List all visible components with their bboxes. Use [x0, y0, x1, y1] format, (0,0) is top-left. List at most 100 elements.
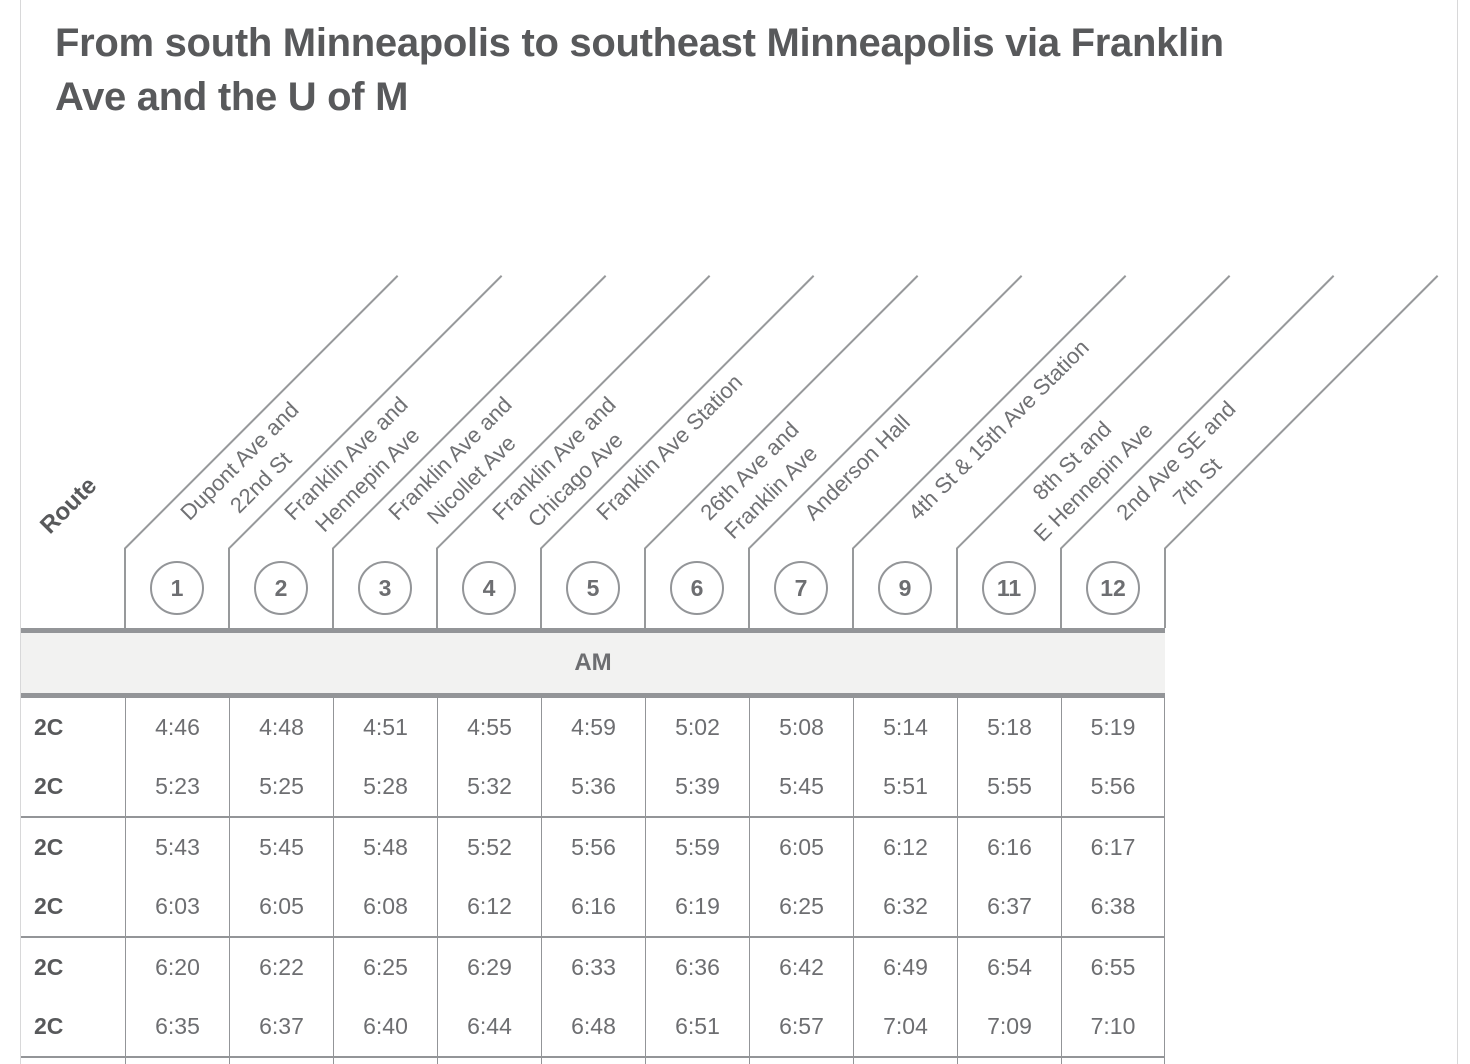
time-cell: 5:25 [229, 757, 333, 816]
stop-number-badge: 11 [982, 561, 1036, 615]
time-cell: 6:49 [853, 938, 957, 997]
trip-row: 2C 6:03 6:05 6:08 6:12 6:16 6:19 6:25 6:32 6:37 6:… [21, 877, 1165, 936]
time-cell: 6:48 [541, 997, 645, 1056]
route-cell: 2C [34, 893, 64, 919]
time-cell [229, 1058, 333, 1064]
time-cell: 6:38 [1061, 877, 1165, 936]
time-cell: 4:55 [437, 698, 541, 757]
time-cell: 6:51 [645, 997, 749, 1056]
trip-group: 2C 5:43 5:45 5:48 5:52 5:56 5:59 6:05 6:12 6:16 6:… [21, 818, 1165, 938]
trip-group: 2C 6:20 6:22 6:25 6:29 6:33 6:36 6:42 6:49 6:54 6:… [21, 938, 1165, 1058]
schedule-body: 2C 4:46 4:48 4:51 4:55 4:59 5:02 5:08 5:14 5:18 5:… [21, 698, 1165, 1064]
time-cell: 6:36 [645, 938, 749, 997]
stop-number-badge: 5 [566, 561, 620, 615]
time-cell: 6:05 [749, 818, 853, 877]
route-column-header: Route [35, 472, 103, 540]
time-cell: 6:55 [1061, 938, 1165, 997]
stop-number-badge: 4 [462, 561, 516, 615]
time-cell: 4:59 [541, 698, 645, 757]
time-cell: 5:56 [1061, 757, 1165, 816]
period-label: AM [574, 649, 612, 676]
time-cell: 5:36 [541, 757, 645, 816]
period-divider-bar [21, 693, 1165, 698]
page-title: From south Minneapolis to southeast Minn… [55, 16, 1224, 124]
time-cell: 6:05 [229, 877, 333, 936]
time-cell [749, 1058, 853, 1064]
time-cell: 6:37 [229, 997, 333, 1056]
time-cell [957, 1058, 1061, 1064]
time-cell: 6:16 [541, 877, 645, 936]
trip-row: 2C 6:35 6:37 6:40 6:44 6:48 6:51 6:57 7:04 7:09 7:… [21, 997, 1165, 1056]
time-cell: 6:33 [541, 938, 645, 997]
time-cell: 6:12 [437, 877, 541, 936]
time-cell: 5:45 [229, 818, 333, 877]
stop-diagonal-line [748, 275, 1023, 550]
time-cell [1061, 1058, 1165, 1064]
time-cell: 5:28 [333, 757, 437, 816]
time-cell [645, 1058, 749, 1064]
time-cell: 5:55 [957, 757, 1061, 816]
stop-column-edge-line [332, 548, 334, 628]
time-cell: 5:43 [125, 818, 229, 877]
route-cell: 2C [34, 1013, 64, 1039]
time-cell: 6:32 [853, 877, 957, 936]
route-cell [21, 1058, 125, 1064]
schedule-card: From south Minneapolis to southeast Minn… [20, 0, 1458, 1064]
time-cell: 6:20 [125, 938, 229, 997]
time-cell: 6:42 [749, 938, 853, 997]
time-cell: 6:40 [333, 997, 437, 1056]
time-cell: 6:29 [437, 938, 541, 997]
stop-column-edge-line [1060, 548, 1062, 628]
trip-row: 2C 5:23 5:25 5:28 5:32 5:36 5:39 5:45 5:51 5:55 5:… [21, 757, 1165, 816]
time-cell: 6:35 [125, 997, 229, 1056]
trip-row [21, 1058, 1165, 1064]
time-cell [437, 1058, 541, 1064]
time-cell: 6:17 [1061, 818, 1165, 877]
stop-column-edge-line [748, 548, 750, 628]
stop-column-edge-line [436, 548, 438, 628]
stop-number-badge: 12 [1086, 561, 1140, 615]
time-cell: 7:09 [957, 997, 1061, 1056]
trip-row: 2C 6:20 6:22 6:25 6:29 6:33 6:36 6:42 6:49 6:54 6:… [21, 938, 1165, 997]
time-cell: 7:04 [853, 997, 957, 1056]
stop-number-badge: 7 [774, 561, 828, 615]
time-cell [541, 1058, 645, 1064]
time-cell: 6:37 [957, 877, 1061, 936]
stop-column-edge-line [852, 548, 854, 628]
stop-name-label: 26th Ave and Franklin Ave [694, 415, 827, 548]
stop-column-edge-line [540, 548, 542, 628]
stop-column-edge-line [1164, 548, 1166, 628]
time-cell: 5:32 [437, 757, 541, 816]
route-cell: 2C [34, 954, 64, 980]
time-cell: 5:08 [749, 698, 853, 757]
time-cell: 5:14 [853, 698, 957, 757]
time-cell [125, 1058, 229, 1064]
time-cell: 5:45 [749, 757, 853, 816]
time-cell: 5:52 [437, 818, 541, 877]
stop-number-badge: 1 [150, 561, 204, 615]
stop-column-edge-line [124, 548, 126, 628]
time-cell: 6:57 [749, 997, 853, 1056]
am-period-band: AM [21, 633, 1165, 693]
time-cell: 5:39 [645, 757, 749, 816]
time-cell: 5:51 [853, 757, 957, 816]
time-cell: 6:19 [645, 877, 749, 936]
time-cell: 6:25 [333, 938, 437, 997]
time-cell: 4:46 [125, 698, 229, 757]
trip-group-partial [21, 1058, 1165, 1064]
route-cell: 2C [34, 773, 64, 799]
trip-row: 2C 5:43 5:45 5:48 5:52 5:56 5:59 6:05 6:12 6:16 6:… [21, 818, 1165, 877]
stop-column-edge-line [644, 548, 646, 628]
time-cell: 4:51 [333, 698, 437, 757]
time-cell: 5:23 [125, 757, 229, 816]
stop-column-edge-line [956, 548, 958, 628]
stop-number-badge: 9 [878, 561, 932, 615]
stop-column-edge-line [228, 548, 230, 628]
time-cell: 4:48 [229, 698, 333, 757]
time-cell: 6:08 [333, 877, 437, 936]
time-cell: 6:25 [749, 877, 853, 936]
route-cell: 2C [34, 834, 64, 860]
time-cell [333, 1058, 437, 1064]
trip-group: 2C 4:46 4:48 4:51 4:55 4:59 5:02 5:08 5:14 5:18 5:… [21, 698, 1165, 818]
time-cell: 6:16 [957, 818, 1061, 877]
